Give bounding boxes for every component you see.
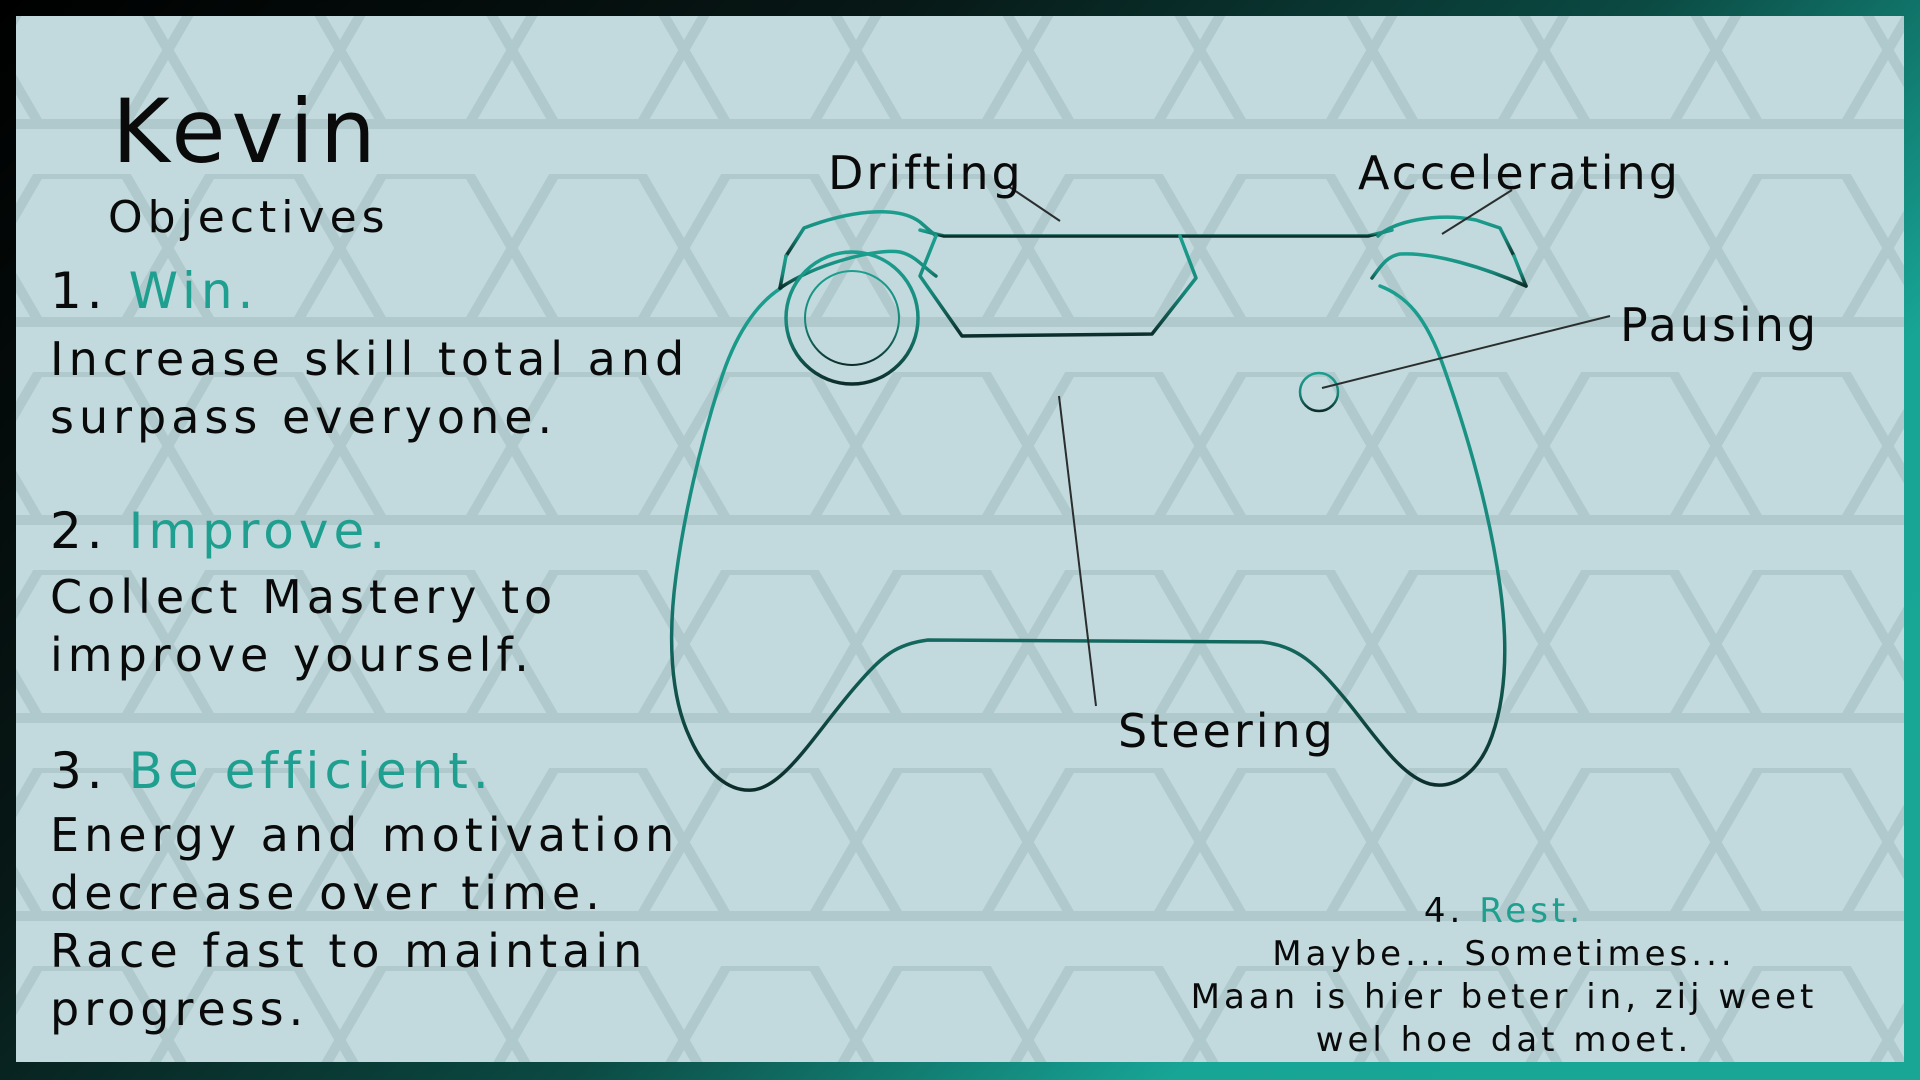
objective-2-description: Collect Mastery to improve yourself.	[50, 568, 557, 684]
rest-line: Maybe... Sometimes...	[1272, 934, 1736, 974]
objective-2-line: improve yourself.	[50, 628, 534, 682]
objective-3-line: progress.	[50, 982, 309, 1036]
objective-3-heading: 3. Be efficient.	[50, 746, 494, 796]
rest-line: Maan is hier beter in, zij weet	[1190, 977, 1818, 1017]
objective-2-line: Collect Mastery to	[50, 570, 558, 624]
objective-3-description: Energy and motivation decrease over time…	[50, 806, 679, 1038]
rest-line: wel hoe dat moet.	[1315, 1020, 1693, 1060]
objective-2-heading: 2. Improve.	[50, 506, 390, 556]
leader-lines	[1007, 185, 1611, 707]
drifting-label: Drifting	[828, 146, 1024, 200]
objective-2-title: Improve.	[128, 502, 391, 560]
objective-1-description: Increase skill total and surpass everyon…	[50, 330, 689, 446]
steering-label: Steering	[1118, 704, 1336, 758]
rest-number: 4.	[1423, 891, 1465, 931]
gamepad-diagram	[669, 185, 1611, 792]
rest-objective: 4. Rest. Maybe... Sometimes... Maan is h…	[1120, 890, 1888, 1062]
objective-2-number: 2.	[50, 502, 108, 560]
objective-1-number: 1.	[50, 262, 108, 320]
objective-1-line: surpass everyone.	[50, 390, 558, 444]
objective-3-title: Be efficient.	[128, 742, 494, 800]
objective-3-line: Energy and motivation	[50, 808, 680, 862]
rest-heading: 4. Rest.	[1120, 890, 1888, 933]
objective-1-heading: 1. Win.	[50, 266, 258, 316]
objective-3-line: Race fast to maintain	[50, 924, 648, 978]
player-name-title: Kevin	[112, 80, 382, 183]
accelerating-label: Accelerating	[1358, 146, 1681, 200]
objective-1-title: Win.	[128, 262, 259, 320]
objective-3-number: 3.	[50, 742, 108, 800]
objective-3-line: decrease over time.	[50, 866, 605, 920]
rest-title: Rest.	[1479, 891, 1585, 931]
objectives-panel: Kevin Objectives 1. Win. Increase skill …	[16, 16, 1904, 1062]
hexagon-background	[16, 16, 1904, 1062]
gamepad-icon	[669, 209, 1528, 792]
objective-1-line: Increase skill total and	[50, 332, 690, 386]
objectives-subtitle: Objectives	[108, 192, 390, 243]
pausing-label: Pausing	[1620, 298, 1820, 352]
